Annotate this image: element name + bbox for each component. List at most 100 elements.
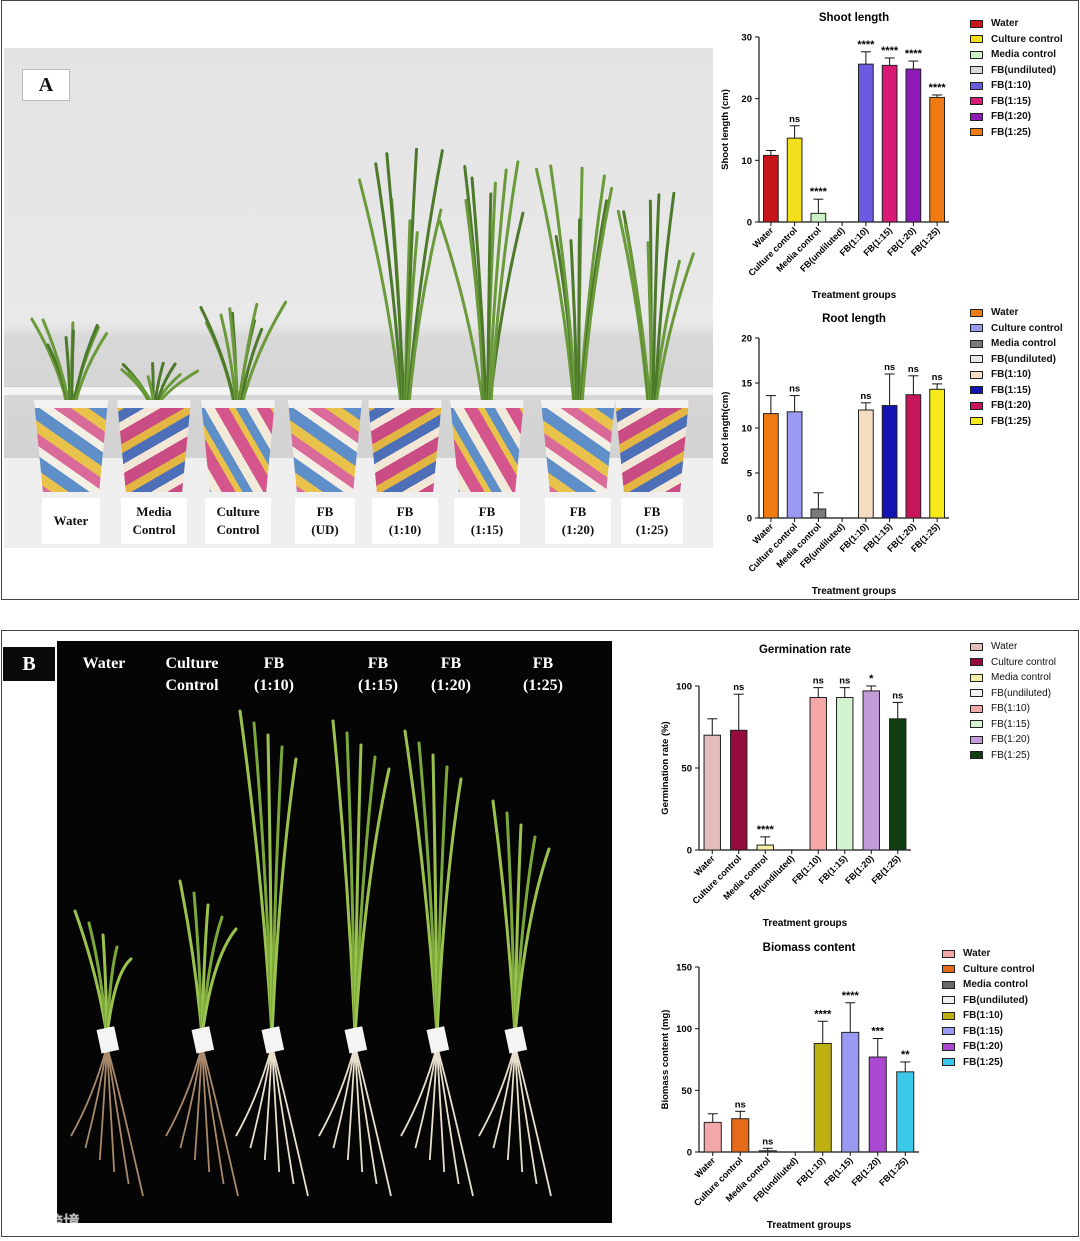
- plant-leaf: [70, 329, 75, 406]
- germ-legend-label: Water: [991, 641, 1018, 653]
- germ-legend-swatch: [970, 642, 983, 651]
- biomass-legend-swatch: [942, 996, 955, 1005]
- seedling-root: [354, 1045, 392, 1197]
- germ-significance-label: ns: [839, 676, 850, 687]
- germ-legend-label: Culture control: [991, 656, 1057, 668]
- biomass-legend-label: FB(1:15): [963, 1025, 1004, 1037]
- plant-leaf: [654, 252, 695, 406]
- root-bar: [763, 413, 779, 519]
- plant-leaf: [374, 162, 404, 406]
- plant-leaf: [357, 178, 403, 406]
- biomass-content-legend: Water Culture control Media control FB(undi…: [942, 946, 1035, 1070]
- shoot-legend-label: Media control: [991, 49, 1057, 61]
- shoot-title: Shoot length: [819, 12, 889, 24]
- germ-y-tick-label: 50: [681, 764, 692, 775]
- root-significance-label: ns: [860, 391, 871, 402]
- shoot-legend-item: FB(1:15): [970, 94, 1063, 110]
- root-y-tick-label: 20: [741, 334, 752, 345]
- germ-bar: [756, 844, 774, 851]
- biomass-legend-item: FB(undiluted): [942, 993, 1035, 1009]
- biomass-bar: [868, 1056, 887, 1153]
- germ-bar: [809, 696, 827, 851]
- root-significance-label: ns: [908, 364, 919, 375]
- shoot-bar: [786, 137, 803, 223]
- seedling-leaf: [105, 957, 133, 1038]
- seedling-root: [235, 1045, 273, 1137]
- seedling-root: [346, 1045, 356, 1161]
- germ-x-axis-label: Treatment groups: [763, 918, 848, 929]
- pot-cup-rim: [34, 400, 108, 408]
- pot-label-line: (UD): [311, 522, 339, 537]
- germ-significance-label: *: [869, 673, 874, 685]
- seedling-tag: [504, 1026, 528, 1054]
- pot-label: Water: [42, 498, 100, 544]
- root-legend-swatch: [970, 324, 983, 333]
- seedling-root: [514, 1045, 552, 1197]
- seedling-label-line: (1:25): [523, 677, 563, 694]
- seedling-leaf: [435, 777, 463, 1038]
- root-bar: [881, 405, 898, 519]
- plant-leaf: [239, 327, 264, 406]
- plant-leaf: [580, 186, 614, 406]
- root-legend-swatch: [970, 370, 983, 379]
- seedling-root: [354, 1045, 378, 1185]
- biomass-significance-label: ****: [814, 1008, 832, 1020]
- germination-rate-chart: Germination rate 0 50 100 Germination rate (…: [660, 644, 911, 929]
- biomass-bar: [841, 1031, 860, 1153]
- biomass-legend-item: FB(1:20): [942, 1039, 1035, 1055]
- seedling-root: [271, 1045, 281, 1173]
- germ-legend-label: FB(1:15): [991, 718, 1030, 730]
- biomass-y-axis-label: Biomass content (mg): [660, 1010, 671, 1110]
- seedling-root: [414, 1045, 438, 1149]
- biomass-category-label: Water: [693, 1155, 718, 1180]
- seedling-root: [354, 1045, 364, 1173]
- shoot-legend-item: FB(1:20): [970, 109, 1063, 125]
- pot-label-line: Media: [136, 504, 172, 519]
- seedling-root: [428, 1045, 438, 1161]
- shoot-legend-item: Media control: [970, 47, 1063, 63]
- germ-legend-label: FB(1:10): [991, 703, 1030, 715]
- pot-cup: [450, 400, 524, 492]
- biomass-category-label: Culture control: [692, 1155, 745, 1208]
- seedling-tag: [426, 1026, 450, 1054]
- germ-significance-label: ****: [757, 824, 775, 836]
- panel-letter-a: A: [22, 69, 70, 101]
- root-y-tick-label: 5: [747, 469, 753, 480]
- biomass-category-label: FB(1:15): [822, 1155, 855, 1188]
- seedling-root: [165, 1045, 203, 1137]
- root-legend-label: FB(1:10): [991, 369, 1032, 381]
- pot-label: FB (1:25): [621, 498, 683, 544]
- biomass-y-tick-label: 0: [687, 1148, 692, 1159]
- pot-label-line: FB: [316, 504, 334, 519]
- plant-leaf: [219, 313, 238, 406]
- shoot-legend-swatch: [970, 81, 983, 90]
- seedling-root: [271, 1045, 295, 1185]
- shoot-x-axis-label: Treatment groups: [812, 290, 897, 301]
- germ-legend-swatch: [970, 735, 983, 744]
- potted-plants-photo: Water Media Control Culture Control FB (UD) FB (…: [4, 48, 713, 548]
- pot-label: Media Control: [121, 498, 187, 544]
- plant-leaf: [623, 224, 652, 406]
- pot-cup-rim: [368, 400, 442, 408]
- seedling-label: FB (1:20): [411, 653, 491, 697]
- pot-cup-rim: [450, 400, 524, 408]
- germ-significance-label: ns: [733, 682, 744, 693]
- root-y-axis-label: Root length(cm): [720, 392, 731, 465]
- panel-b: Water Culture Control FB (1:10) FB (1:15) FB (1:…: [1, 630, 1079, 1237]
- germ-significance-label: ns: [813, 676, 824, 687]
- pot-cup-rim: [541, 400, 615, 408]
- plant-leaf: [489, 160, 520, 406]
- biomass-legend-label: Culture control: [963, 963, 1035, 975]
- plant-leaf: [238, 302, 259, 406]
- germ-legend-item: FB(1:20): [970, 732, 1056, 748]
- pot-cup: [541, 400, 615, 492]
- plant-leaf: [407, 208, 443, 406]
- seedling-tag: [191, 1026, 215, 1054]
- germ-legend-item: Water: [970, 639, 1056, 655]
- pot-plants-drawing: [30, 147, 695, 406]
- root-legend-swatch: [970, 308, 983, 317]
- pot-label-line: FB: [478, 504, 496, 519]
- shoot-significance-label: ****: [810, 186, 828, 198]
